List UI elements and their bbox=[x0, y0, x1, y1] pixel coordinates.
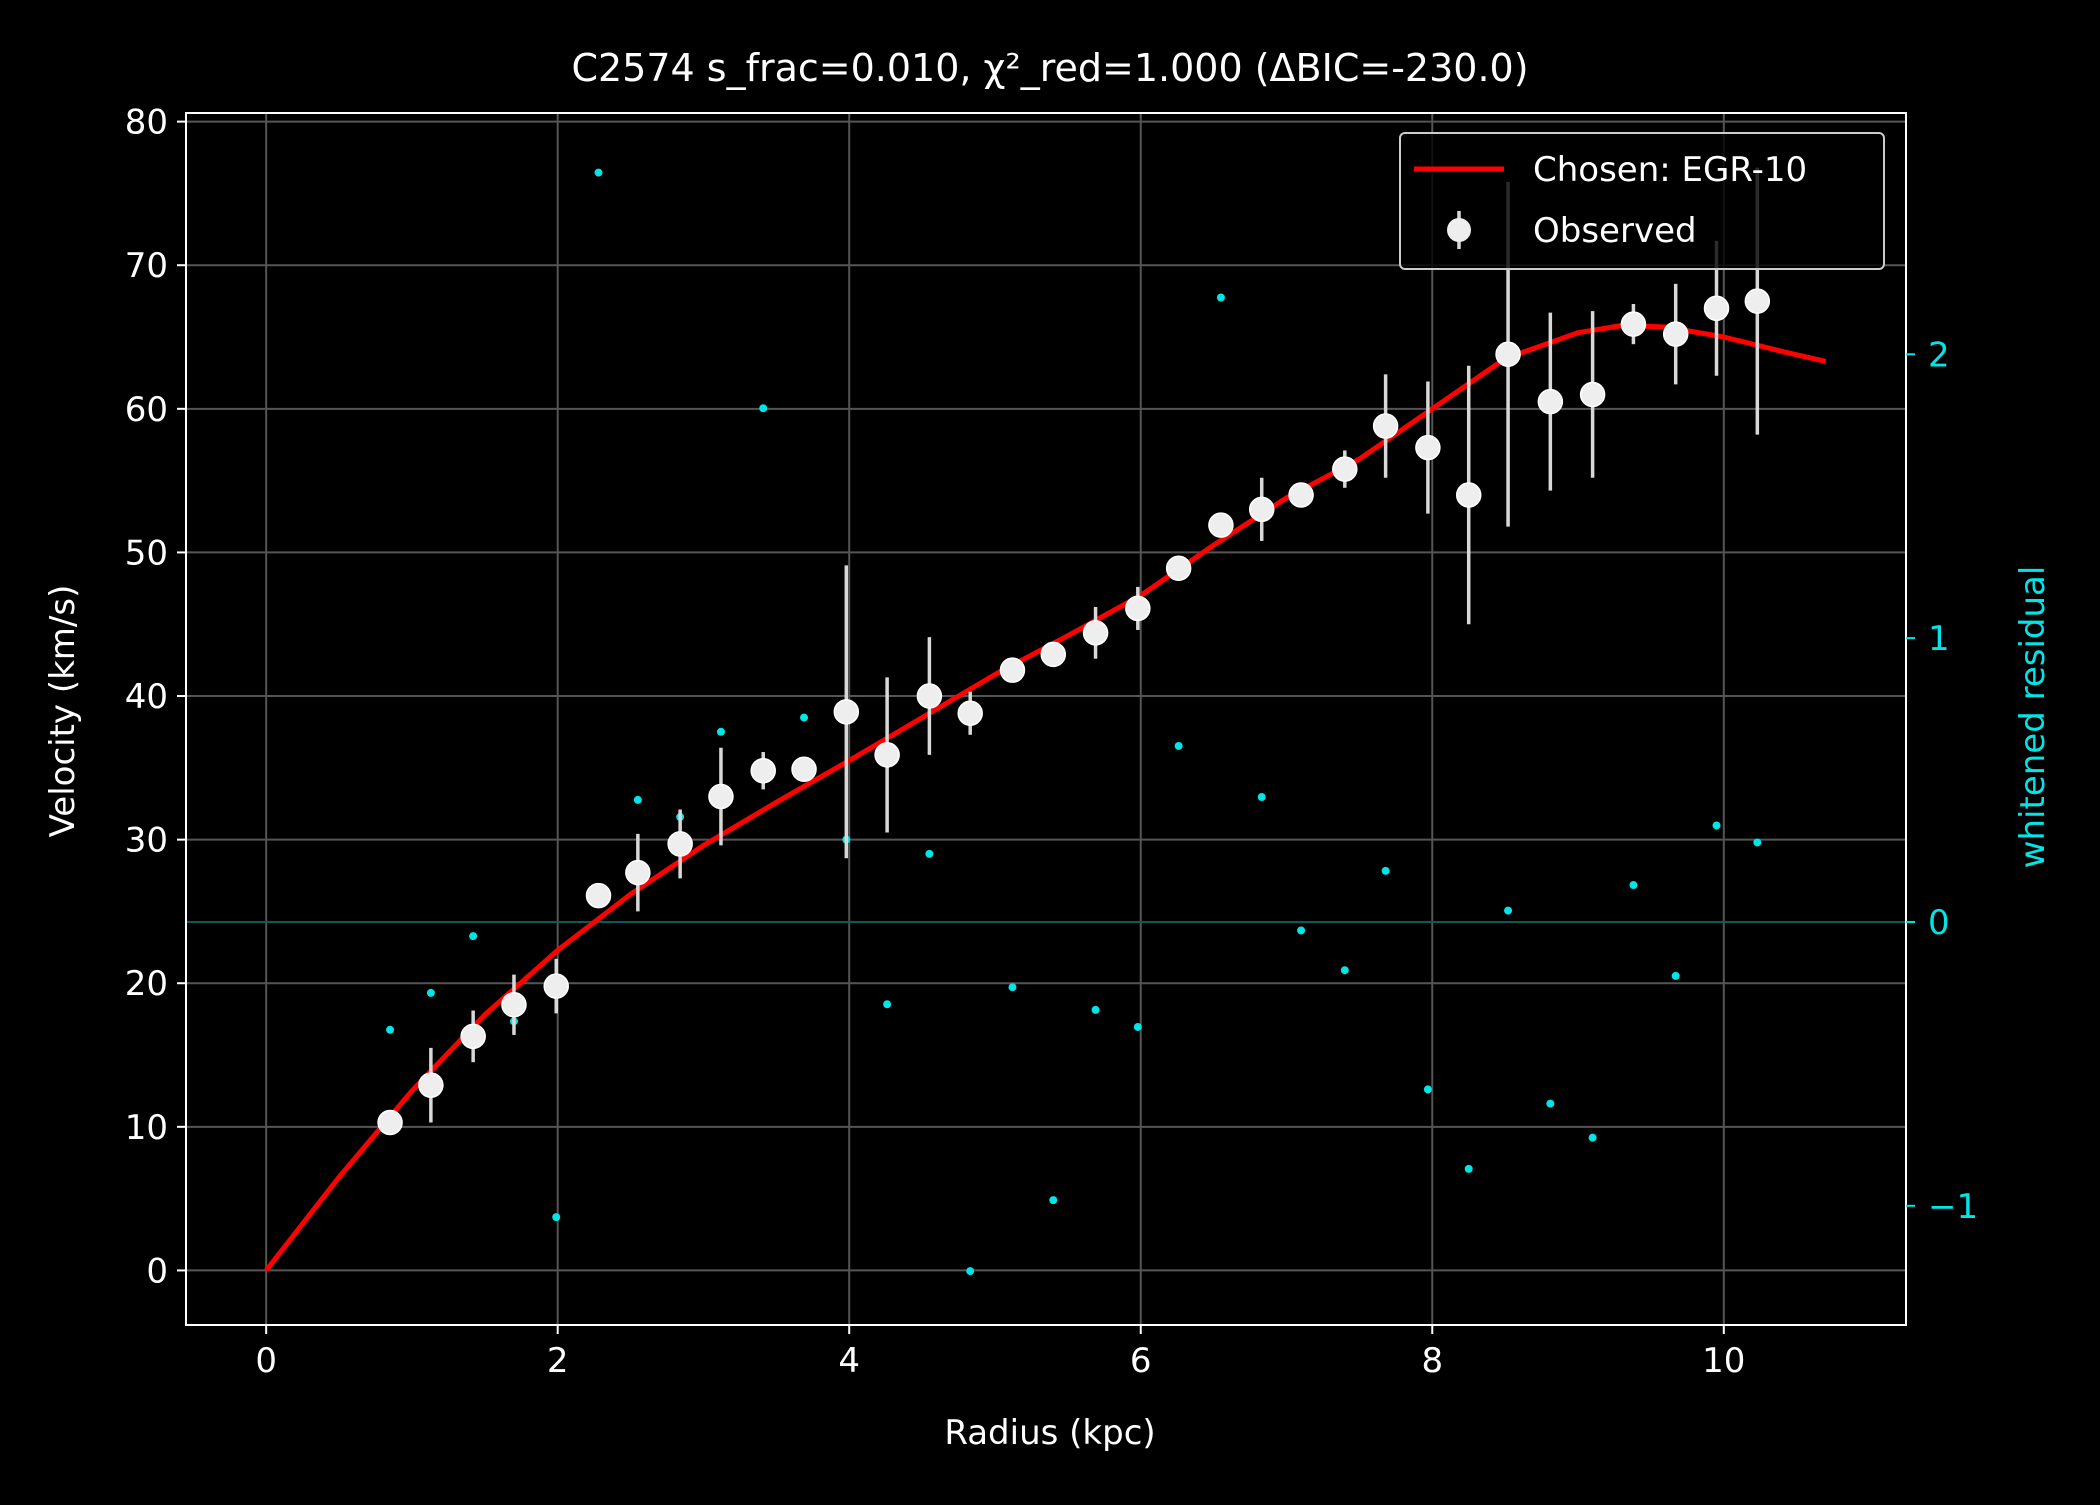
y-tick-label: 30 bbox=[125, 821, 168, 861]
plot-frame bbox=[185, 112, 1907, 1326]
plot-area: 0 2 4 6 8 10 0 10 20 30 40 50 60 70 80 −1 0 1 2 Chosen: EGR… bbox=[125, 103, 1978, 1381]
x-tick-label: 2 bbox=[547, 1341, 569, 1381]
x-tick-label: 8 bbox=[1421, 1341, 1443, 1381]
y-tick-label: 40 bbox=[125, 677, 168, 717]
observed-point bbox=[1744, 288, 1771, 314]
residual-point bbox=[1712, 821, 1721, 830]
residual-point bbox=[759, 404, 768, 413]
residual-point bbox=[925, 849, 934, 858]
y-tick-label: 0 bbox=[146, 1251, 168, 1291]
y-tick-label: 10 bbox=[125, 1108, 168, 1148]
residual-point bbox=[1257, 793, 1266, 802]
observed-point bbox=[1208, 512, 1234, 538]
residual-point bbox=[469, 932, 478, 941]
observed-point bbox=[833, 699, 860, 725]
x-tick-label: 4 bbox=[838, 1341, 860, 1381]
residual-point bbox=[1588, 1133, 1597, 1142]
x-tick-label: 10 bbox=[1702, 1341, 1745, 1381]
observed-point bbox=[501, 992, 527, 1018]
residual-point bbox=[426, 988, 435, 997]
residual-point bbox=[633, 795, 642, 804]
residual-point bbox=[1464, 1164, 1473, 1173]
residual-point bbox=[594, 168, 603, 177]
chart-title: C2574 s_frac=0.010, χ²_red=1.000 (ΔBIC=-… bbox=[571, 46, 1528, 90]
observed-point bbox=[1662, 321, 1689, 347]
y2-tick-label: −1 bbox=[1928, 1187, 1978, 1227]
observed-point bbox=[667, 831, 693, 857]
observed-point bbox=[1372, 413, 1399, 439]
y-tick-label: 70 bbox=[125, 246, 168, 286]
y2-tick-label: 0 bbox=[1928, 903, 1950, 943]
residual-point bbox=[883, 1000, 892, 1009]
residual-point bbox=[386, 1025, 395, 1034]
observed-point bbox=[874, 742, 900, 768]
observed-point bbox=[585, 882, 612, 909]
observed-point bbox=[1703, 295, 1730, 322]
y-tick-label: 60 bbox=[125, 390, 168, 430]
y2-tick-label: 2 bbox=[1928, 335, 1950, 375]
residual-point bbox=[1629, 881, 1638, 890]
residual-point bbox=[1423, 1085, 1432, 1094]
residual-point bbox=[1297, 926, 1306, 935]
residual-point bbox=[1216, 293, 1225, 302]
residual-point bbox=[1008, 983, 1017, 992]
observed-point bbox=[791, 756, 817, 783]
observed-point bbox=[1332, 456, 1358, 482]
observed-point bbox=[1082, 620, 1109, 646]
y2-tick-label: 1 bbox=[1928, 619, 1950, 659]
legend-observed-label: Observed bbox=[1533, 211, 1697, 251]
residual-point bbox=[1091, 1005, 1100, 1014]
residual-point bbox=[1381, 866, 1390, 875]
residual-point bbox=[1340, 966, 1349, 975]
observed-point bbox=[750, 757, 776, 784]
observed-point bbox=[957, 700, 983, 727]
x-tick-label: 0 bbox=[255, 1341, 277, 1381]
residual-point bbox=[1049, 1196, 1058, 1205]
observed-point bbox=[625, 859, 651, 886]
x-tick-label: 6 bbox=[1130, 1341, 1152, 1381]
observed-point bbox=[1537, 388, 1564, 415]
observed-point bbox=[999, 657, 1026, 683]
residual-point bbox=[1133, 1022, 1142, 1031]
observed-point bbox=[418, 1072, 444, 1098]
observed-point bbox=[1495, 341, 1521, 368]
residual-point bbox=[552, 1213, 561, 1222]
observed-point bbox=[916, 683, 943, 709]
x-axis-label: Radius (kpc) bbox=[944, 1413, 1155, 1453]
observed-point bbox=[1288, 482, 1314, 508]
legend-model-label: Chosen: EGR-10 bbox=[1533, 150, 1807, 190]
residual-point bbox=[1671, 971, 1680, 980]
residual-point bbox=[1174, 741, 1183, 750]
residual-point bbox=[800, 713, 809, 722]
observed-point bbox=[1125, 595, 1151, 622]
legend-observed-marker bbox=[1447, 218, 1471, 242]
y-tick-label: 80 bbox=[125, 103, 168, 143]
observed-point bbox=[1165, 555, 1192, 581]
observed-point bbox=[543, 973, 569, 999]
observed-point bbox=[1579, 381, 1606, 408]
y-tick-label: 50 bbox=[125, 533, 168, 573]
observed-point bbox=[377, 1109, 403, 1136]
observed-point bbox=[1620, 311, 1647, 337]
right-axis-label: whitened residual bbox=[2013, 566, 2053, 869]
y-tick-label: 20 bbox=[125, 964, 168, 1004]
observed-point bbox=[708, 783, 734, 810]
observed-point bbox=[1248, 496, 1275, 523]
observed-point bbox=[1455, 482, 1482, 508]
residual-point bbox=[1546, 1099, 1555, 1108]
residual-point bbox=[966, 1267, 975, 1276]
residual-point bbox=[1753, 838, 1762, 847]
observed-point bbox=[1415, 434, 1441, 461]
observed-point bbox=[460, 1023, 486, 1050]
legend-box bbox=[1399, 132, 1885, 270]
y-axis-label: Velocity (km/s) bbox=[43, 585, 83, 838]
residual-point bbox=[1504, 906, 1513, 915]
observed-point bbox=[1040, 641, 1067, 668]
residual-point bbox=[716, 727, 725, 736]
